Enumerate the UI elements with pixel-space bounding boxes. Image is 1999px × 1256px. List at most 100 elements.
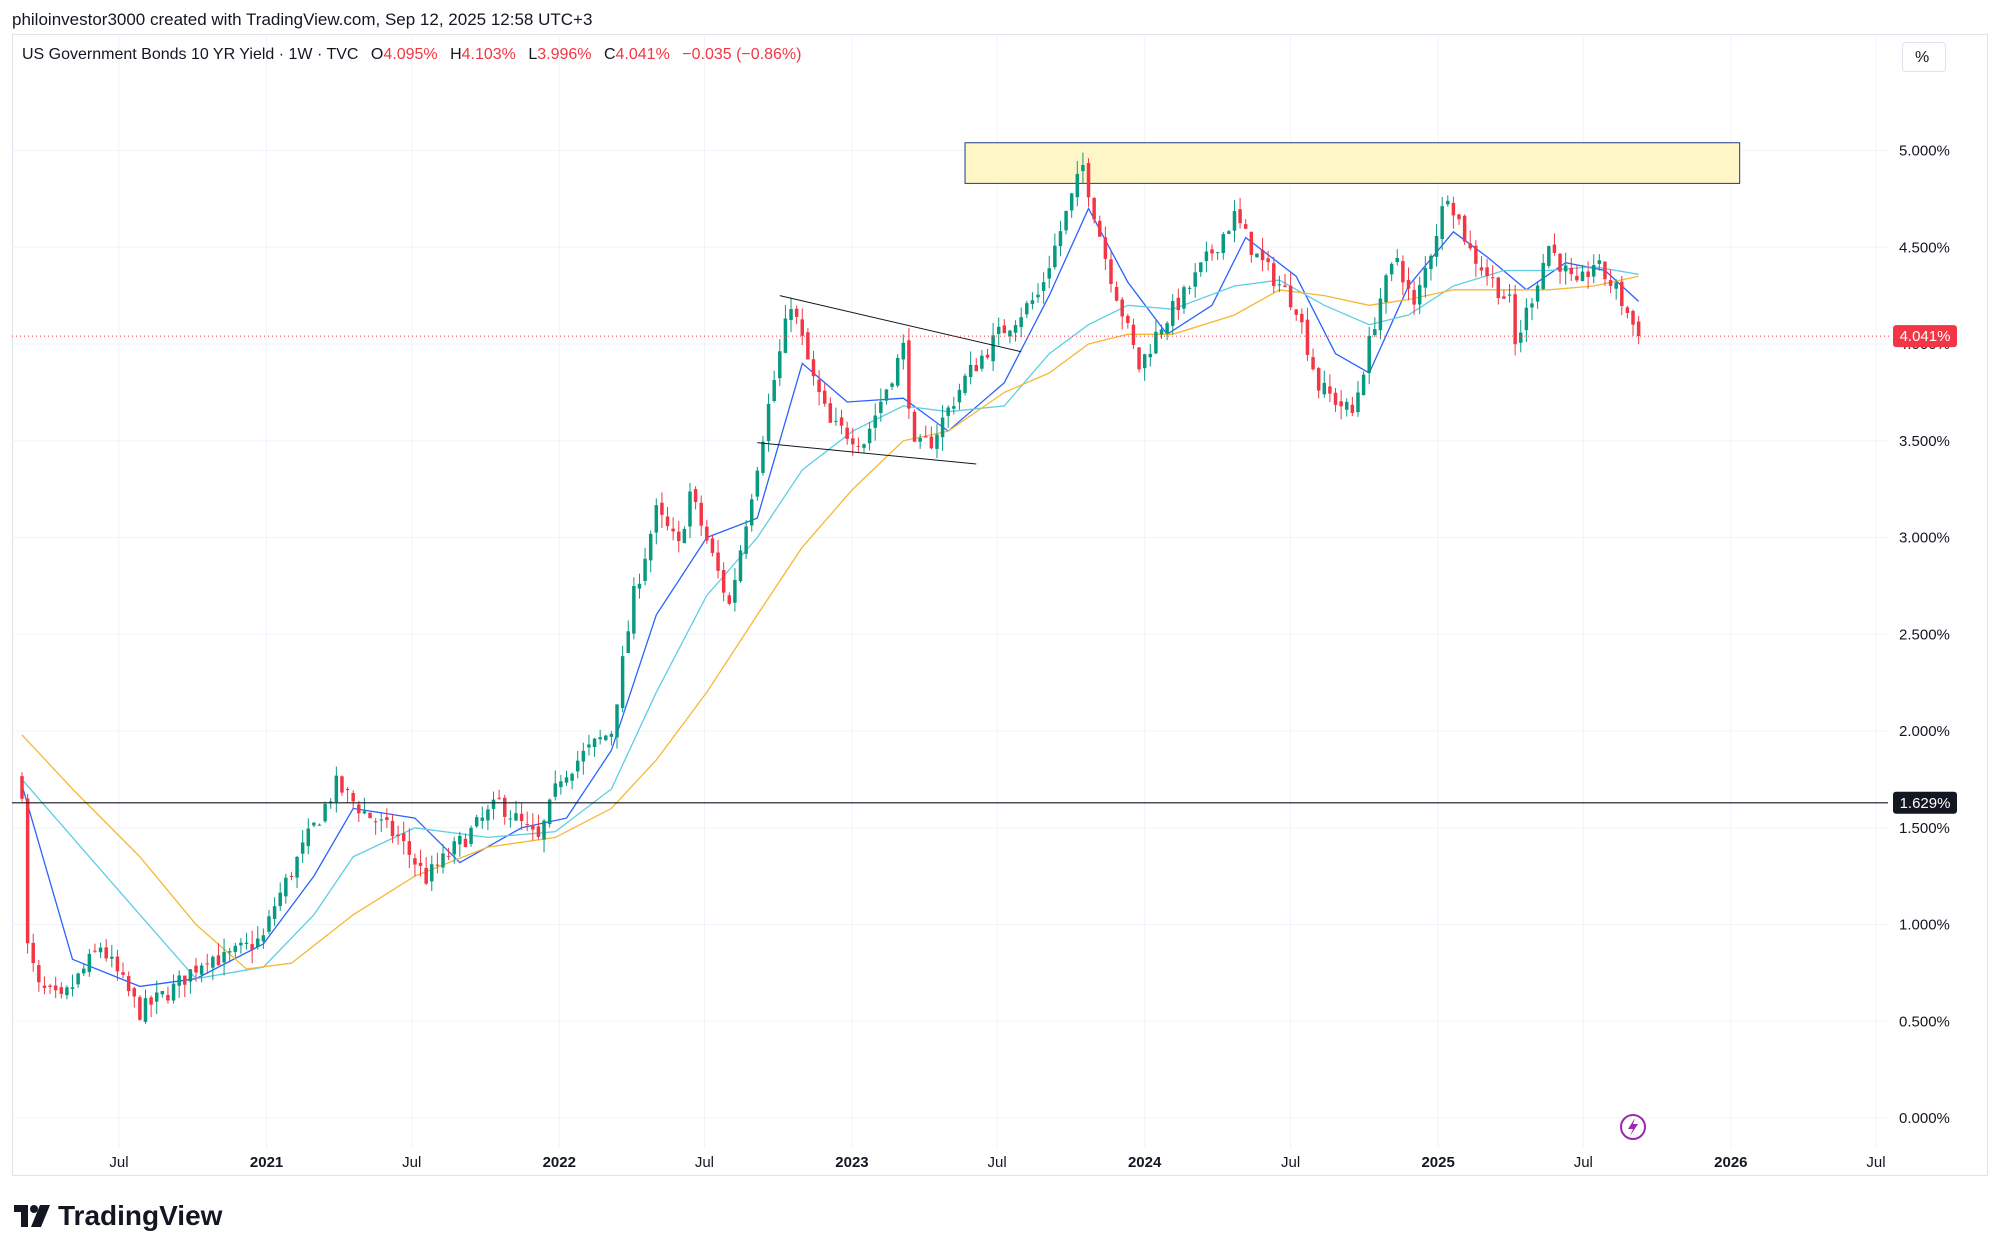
candle-body [1361,374,1366,396]
candle-body [53,985,58,991]
percent-scale-button[interactable]: % [1902,42,1946,72]
candle-body [559,781,563,788]
candle [1558,252,1562,284]
candle [1440,197,1444,251]
resistance-zone-layer[interactable] [964,142,1741,184]
candle [1474,240,1478,278]
candle [525,811,529,832]
x-tick-label: 2025 [1421,1154,1454,1171]
candle [912,409,917,443]
candle [1575,264,1579,283]
candle-body [1401,261,1405,283]
candle-body [1474,245,1478,264]
candle [1300,308,1304,334]
candle-body [1109,259,1113,284]
candle [699,495,703,536]
candle [469,825,473,847]
candle [1395,249,1400,266]
candle-body [794,308,799,317]
candle-body [295,856,299,878]
candle [37,960,41,992]
y-tick-label: 2.500% [1899,626,1950,643]
candle-body [924,436,928,438]
candle [963,373,967,396]
candle [693,486,698,510]
candle-body [143,998,148,1022]
price-axis[interactable]: 5.000%4.500%4.000%3.500%3.000%2.500%2.00… [1899,143,1950,1128]
candle [1249,231,1254,263]
candle-body [733,579,737,603]
candle [1384,273,1388,314]
candle-body [710,538,715,553]
candle [733,568,737,612]
candle [1008,329,1012,344]
candle [312,822,316,828]
candle-body [766,403,771,442]
candle [474,814,479,828]
candle [1227,229,1231,235]
candle-body [98,947,103,953]
candle-body [1423,268,1428,288]
candle-body [289,875,294,878]
candle-body [480,817,485,821]
candle-body [1502,296,1506,299]
candle [1199,262,1203,277]
candle [1389,262,1394,282]
candle-body [1260,249,1265,261]
grid [12,34,1888,1148]
x-tick-label: Jul [402,1154,421,1171]
candle-body [817,379,821,393]
candle-body [1002,325,1007,334]
candle-body [1558,253,1562,272]
time-axis[interactable]: Jul 2021 Jul 2022 Jul 2023 Jul 2024 Jul 2025 Jul 20… [109,1154,1885,1171]
candle-body [963,375,967,393]
candle [317,823,322,826]
candle [1159,324,1164,339]
candle [1260,237,1265,272]
candle-body [340,776,344,793]
candle-body [272,906,277,919]
candle-body [1389,263,1394,275]
candle-body [87,953,92,973]
candle [598,729,602,745]
candle-body [1614,282,1618,289]
moving-average-line [21,265,1639,980]
candle-body [1255,253,1259,258]
candle-body [59,987,64,994]
candle [1401,255,1405,296]
candle [295,855,299,889]
candle-body [37,965,41,983]
candle [351,790,355,810]
candle-body [587,744,591,748]
candle [1451,196,1456,229]
candle-body [1283,285,1287,288]
candle-body [1563,265,1568,272]
candle [755,466,760,501]
candle [845,421,849,445]
candle-body [615,704,619,738]
candle [171,974,176,1004]
candle-body [1620,281,1624,306]
candle-body [1148,353,1153,358]
candle-body [1187,287,1192,289]
candle-body [952,406,956,409]
candle [424,857,428,886]
drawing-lines[interactable] [12,295,1890,804]
candle [1345,398,1349,417]
candle [800,308,804,345]
candle [177,970,181,998]
flash-icon[interactable] [1620,1114,1646,1140]
candle [1541,253,1545,290]
candle [1524,298,1529,342]
symbol-legend[interactable]: US Government Bonds 10 YR Yield · 1W · T… [22,46,801,64]
candle [1530,297,1534,321]
candle-body [806,332,810,360]
candle-body [211,956,215,968]
candle [1586,261,1590,289]
candle-body [1041,282,1046,291]
tradingview-logo[interactable]: TradingView [14,1200,222,1232]
candle-body [592,738,597,748]
change-value: −0.035 (−0.86%) [682,46,802,63]
candle-body [1367,335,1371,373]
